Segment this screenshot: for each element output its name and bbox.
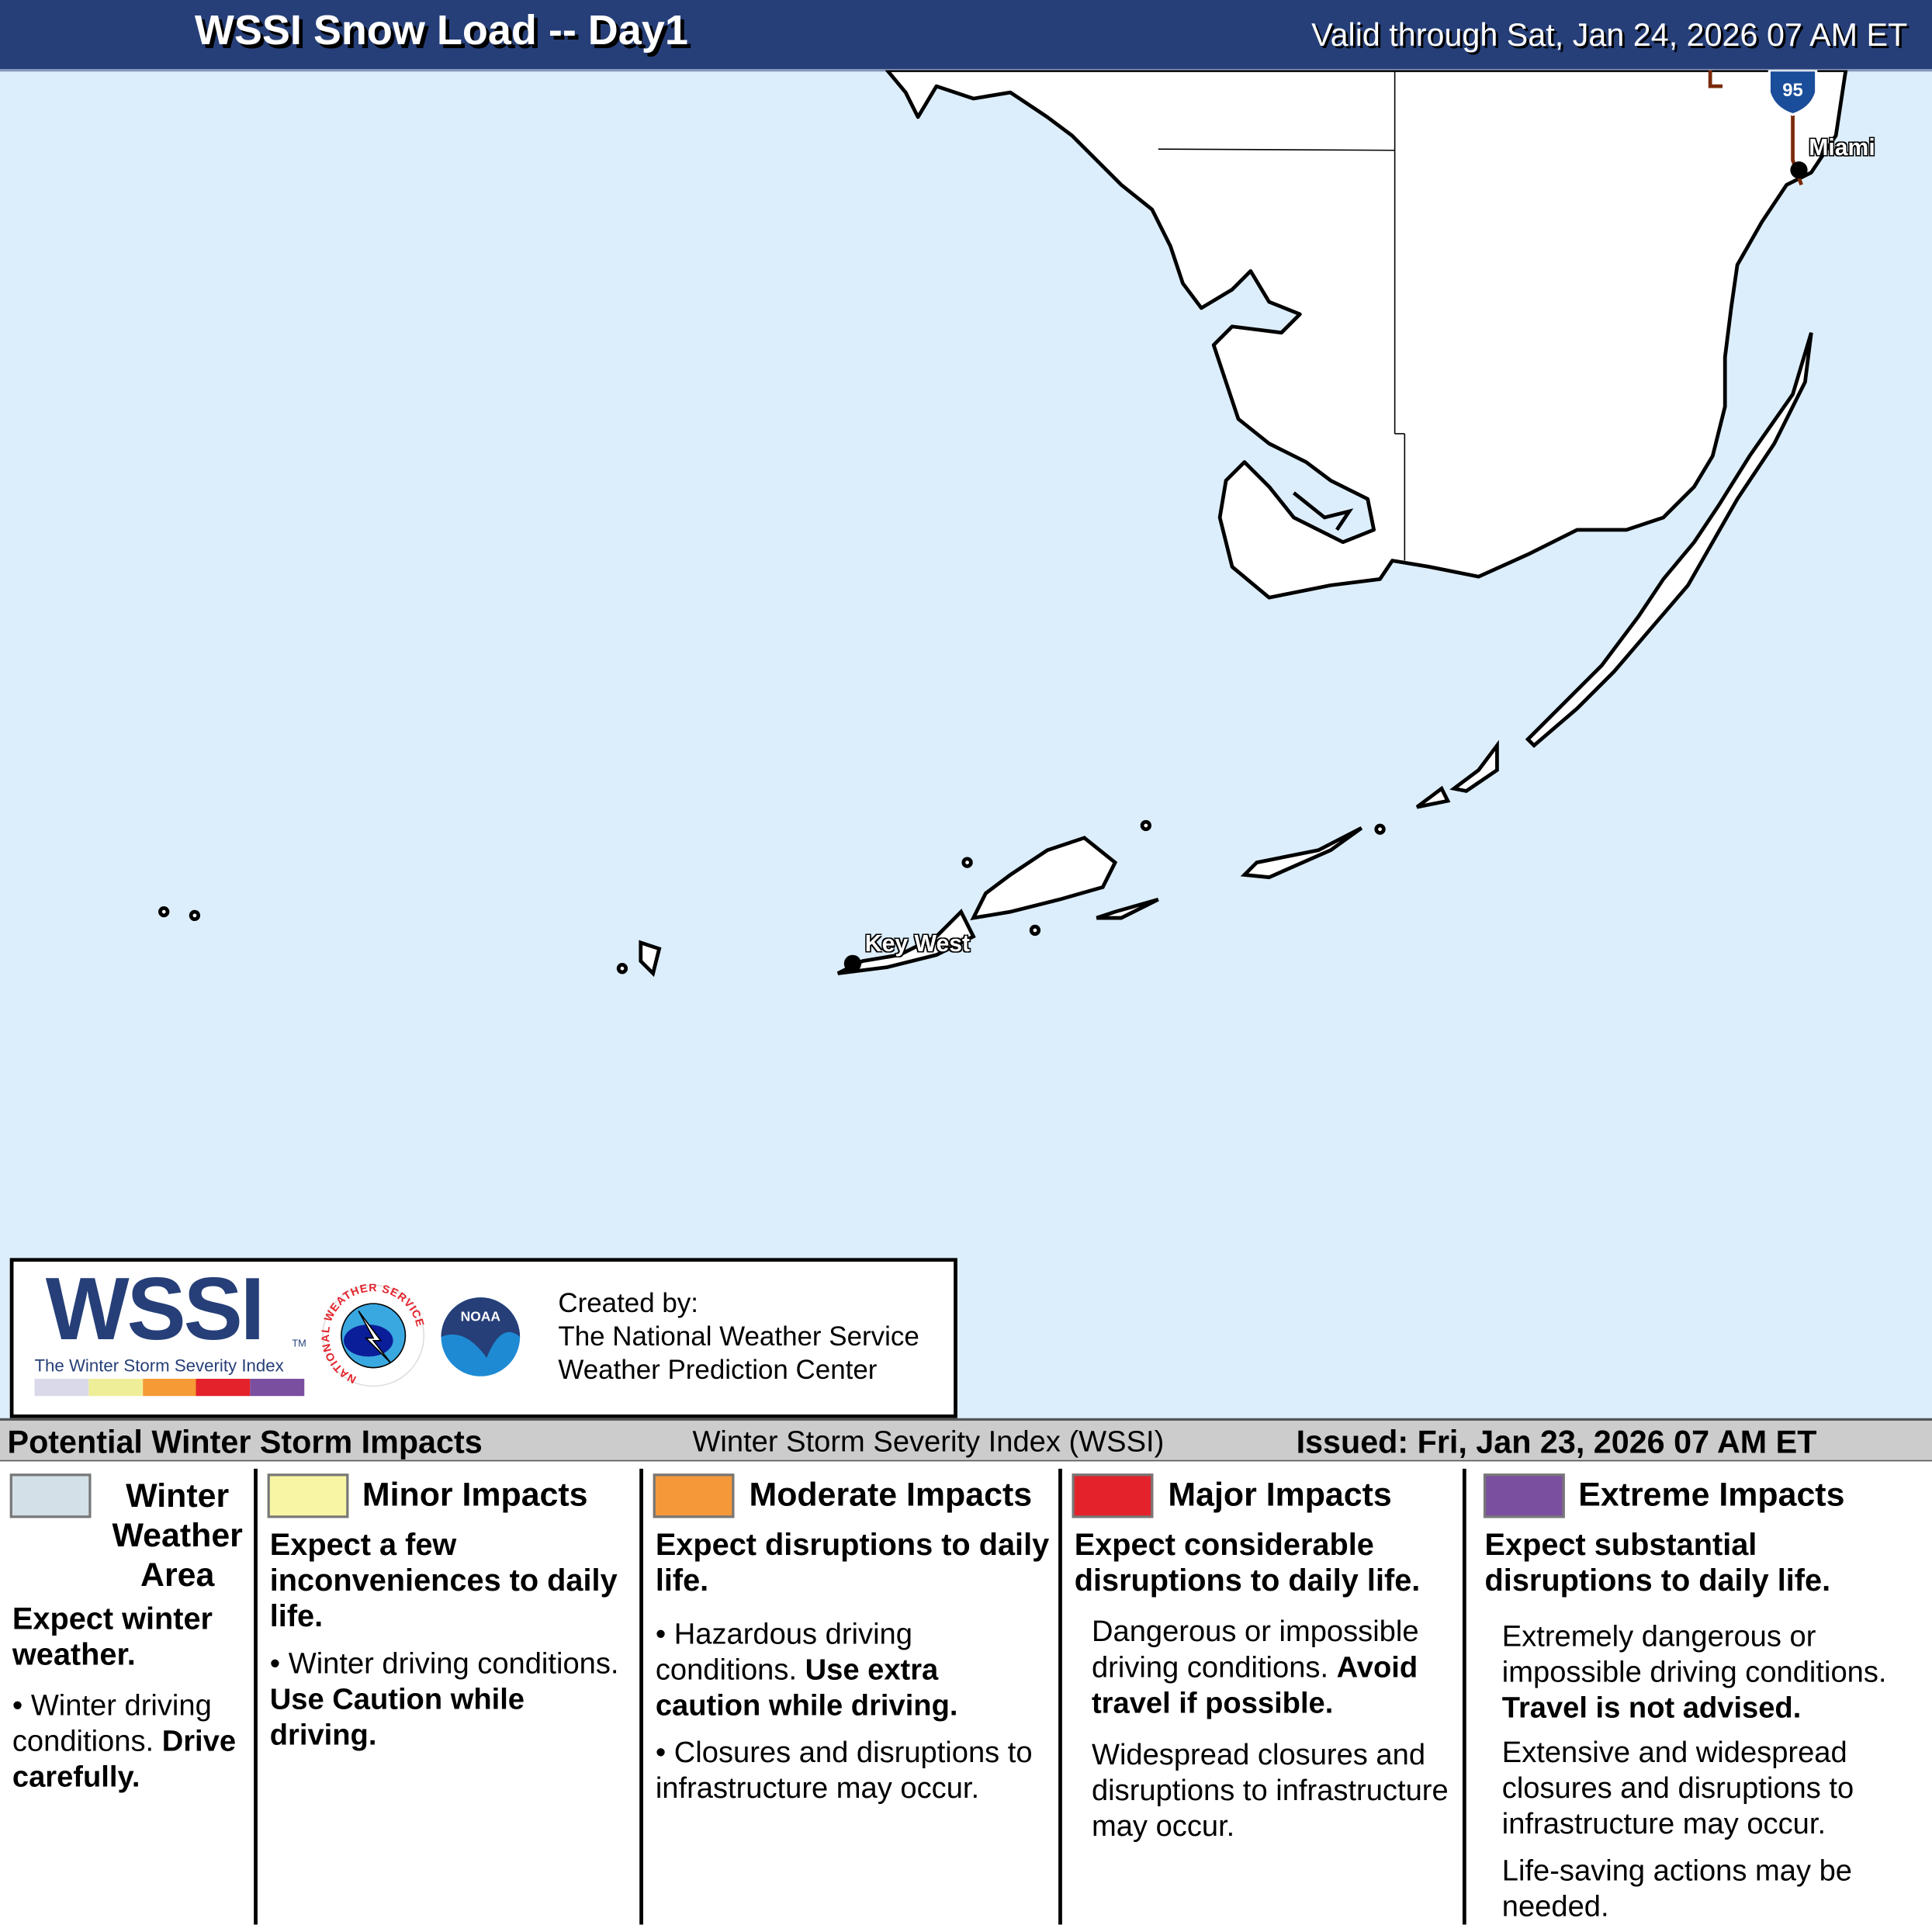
svg-text:NOAA: NOAA xyxy=(461,1308,501,1324)
legend-extreme-impacts: Extreme Impacts Expect substantial disru… xyxy=(1466,1461,1932,1932)
florida-keys xyxy=(158,332,1813,978)
county-line xyxy=(1158,148,1395,151)
key-west-marker xyxy=(843,954,862,972)
noaa-logo: NOAA xyxy=(430,1286,531,1388)
interstate-95-shield: 95 xyxy=(1768,70,1818,116)
issued-time: Issued: Fri, Jan 23, 2026 07 AM ET xyxy=(1296,1423,1817,1460)
florida-mainland xyxy=(885,70,1848,600)
city-label-miami: Miami xyxy=(1809,135,1875,162)
legend-winter-weather-area: Winter Weather Area Expect winter weathe… xyxy=(0,1461,254,1932)
wssi-logo: WSSI xyxy=(45,1260,265,1359)
map-title: WSSI Snow Load -- Day1 xyxy=(194,7,688,54)
legend-minor-impacts: Minor Impacts Expect a few inconvenience… xyxy=(258,1461,639,1932)
highway-route xyxy=(1708,70,1723,88)
wssi-subtitle: The Winter Storm Severity Index xyxy=(34,1355,284,1376)
org-wpc: Weather Prediction Center xyxy=(558,1354,878,1385)
impact-legend: Winter Weather Area Expect winter weathe… xyxy=(0,1461,1932,1932)
legend-moderate-impacts: Moderate Impacts Expect disruptions to d… xyxy=(643,1461,1058,1932)
nws-logo: NATIONAL WEATHER SERVICE xyxy=(321,1284,425,1387)
created-by-label: Created by: xyxy=(558,1287,698,1319)
legend-major-impacts: Major Impacts Expect considerable disrup… xyxy=(1062,1461,1463,1932)
miami-marker xyxy=(1790,161,1808,179)
legend-index-name: Winter Storm Severity Index (WSSI) xyxy=(692,1425,1165,1459)
valid-through: Valid through Sat, Jan 24, 2026 07 AM ET xyxy=(1311,16,1908,54)
map-canvas: 95 xyxy=(158,70,1848,978)
header-bar: WSSI Snow Load -- Day1 Valid through Sat… xyxy=(0,0,1932,72)
legend-header: Potential Winter Storm Impacts Winter St… xyxy=(0,1418,1932,1463)
credits-box: WSSI TM The Winter Storm Severity Index … xyxy=(9,1258,957,1418)
severity-color-bar xyxy=(34,1378,305,1397)
svg-text:95: 95 xyxy=(1782,80,1802,101)
lake-region xyxy=(1292,491,1354,531)
created-by: Created by: The National Weather Service… xyxy=(558,1286,919,1387)
tm-mark: TM xyxy=(292,1338,306,1349)
city-label-key-west: Key West xyxy=(864,931,971,957)
org-nws: The National Weather Service xyxy=(558,1321,919,1352)
legend-title: Potential Winter Storm Impacts xyxy=(7,1423,483,1460)
